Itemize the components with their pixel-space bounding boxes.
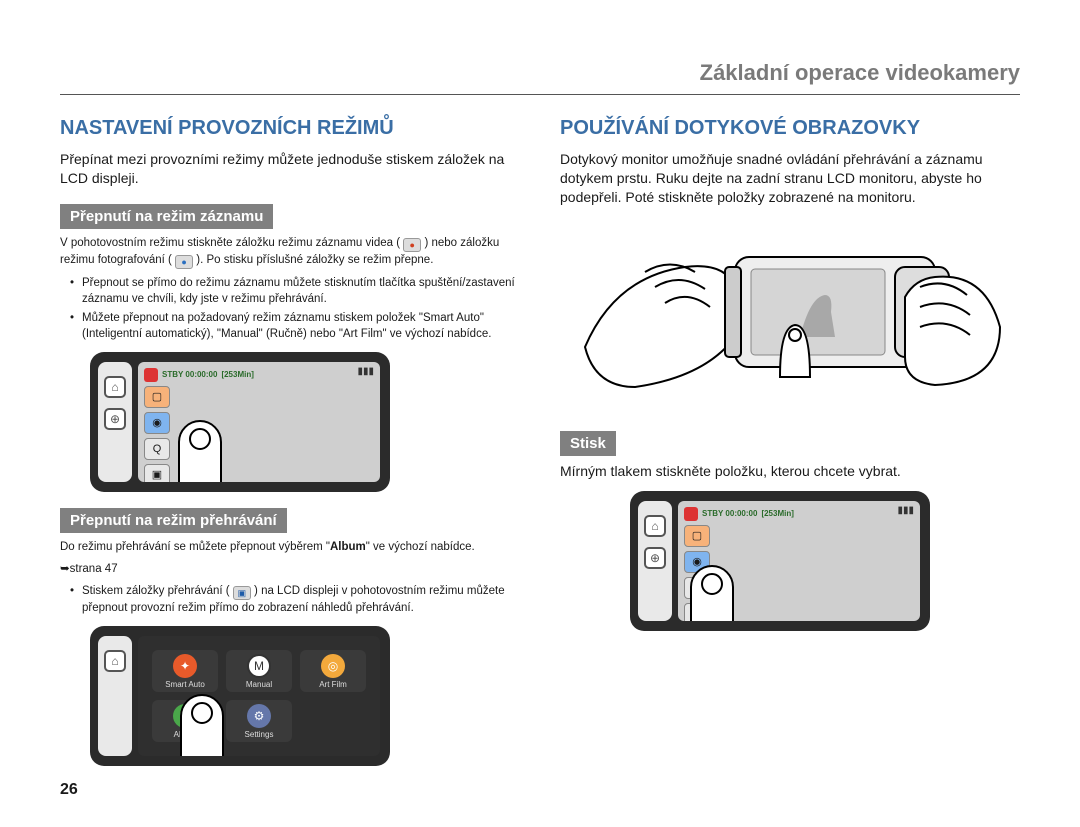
hands-holding-camcorder-illustration xyxy=(575,217,1005,407)
device-side-panel: ⌂ ⊕ xyxy=(638,501,672,621)
home-icon: ⌂ xyxy=(644,515,666,537)
page-number: 26 xyxy=(60,781,78,799)
battery-icon: ▮▮▮ xyxy=(897,505,914,516)
settings-icon: ⚙ xyxy=(247,704,271,728)
lcd-device-menu-illustration: ⌂ ✦ Smart Auto M Manual ◎ xyxy=(90,626,390,766)
page-root: Základní operace videokamery NASTAVENÍ P… xyxy=(0,0,1080,806)
text-fragment: V pohotovostním režimu stiskněte záložku… xyxy=(60,237,400,249)
record-indicator-icon xyxy=(684,507,698,521)
list-item: Stiskem záložky přehrávání ( ▣ ) na LCD … xyxy=(70,583,520,616)
zoom-icon: ⊕ xyxy=(104,408,126,430)
home-icon: ⌂ xyxy=(104,376,126,398)
video-record-tab-icon: ● xyxy=(403,238,421,252)
photo-tab-icon: ● xyxy=(175,255,193,269)
smart-auto-icon: ✦ xyxy=(173,654,197,678)
left-column: NASTAVENÍ PROVOZNÍCH REŽIMŮ Přepínat mez… xyxy=(60,117,520,776)
finger-pointer-icon xyxy=(180,694,224,756)
touch-text: Mírným tlakem stiskněte položku, kterou … xyxy=(560,462,1020,481)
playback-tab-icon: ▣ xyxy=(233,586,251,600)
remain-label: [253Min] xyxy=(761,509,793,518)
menu-item-smart-auto: ✦ Smart Auto xyxy=(152,650,218,692)
menu-item-settings: ⚙ Settings xyxy=(226,700,292,742)
text-fragment: Stiskem záložky přehrávání ( xyxy=(82,585,230,597)
subheading-playback-mode: Přepnutí na režim přehrávání xyxy=(60,508,287,533)
record-indicator-icon xyxy=(144,368,158,382)
art-film-icon: ◎ xyxy=(321,654,345,678)
page-header-title: Základní operace videokamery xyxy=(700,60,1020,85)
record-mode-bullets: Přepnout se přímo do režimu záznamu může… xyxy=(60,275,520,341)
battery-icon: ▮▮▮ xyxy=(357,366,374,377)
right-intro: Dotykový monitor umožňuje snadné ovládán… xyxy=(560,150,1020,207)
record-mode-lead: V pohotovostním režimu stiskněte záložku… xyxy=(60,235,520,270)
status-bar: STBY 00:00:00 [253Min] xyxy=(144,366,374,384)
text-fragment: ). Po stisku příslušné záložky se režim … xyxy=(196,254,433,266)
lcd-device-touch-illustration: ⌂ ⊕ STBY 00:00:00 [253Min] ▮▮▮ ▢ ◉ Q ▣ xyxy=(630,491,930,631)
device-side-panel: ⌂ xyxy=(98,636,132,756)
stby-label: STBY 00:00:00 xyxy=(162,370,217,379)
left-intro: Přepínat mezi provozními režimy můžete j… xyxy=(60,150,520,188)
photo-tab-icon: ◉ xyxy=(144,412,170,434)
status-bar: STBY 00:00:00 [253Min] xyxy=(684,505,914,523)
list-item: Přepnout se přímo do režimu záznamu může… xyxy=(70,275,520,307)
playback-bullets: Stiskem záložky přehrávání ( ▣ ) na LCD … xyxy=(60,583,520,616)
lcd-device-record-illustration: ⌂ ⊕ STBY 00:00:00 [253Min] ▮▮▮ ▢ ◉ Q ▣ xyxy=(90,352,390,492)
menu-label: Smart Auto xyxy=(165,680,205,689)
video-record-tab-icon: ▢ xyxy=(144,386,170,408)
device-side-panel: ⌂ ⊕ xyxy=(98,362,132,482)
device-screen: STBY 00:00:00 [253Min] ▮▮▮ ▢ ◉ Q ▣ xyxy=(678,501,920,621)
menu-label: Art Film xyxy=(319,680,347,689)
subheading-record-mode: Přepnutí na režim záznamu xyxy=(60,204,273,229)
zoom-icon: ⊕ xyxy=(644,547,666,569)
playback-lead: Do režimu přehrávání se můžete přepnout … xyxy=(60,539,520,555)
playback-tab-icon: ▣ xyxy=(144,464,170,482)
right-title: POUŽÍVÁNÍ DOTYKOVÉ OBRAZOVKY xyxy=(560,117,1020,140)
subheading-touch: Stisk xyxy=(560,431,616,456)
screen-tabs: ▢ ◉ Q ▣ xyxy=(144,386,172,482)
manual-icon: M xyxy=(247,654,271,678)
video-record-tab-icon: ▢ xyxy=(684,525,710,547)
left-title: NASTAVENÍ PROVOZNÍCH REŽIMŮ xyxy=(60,117,520,140)
finger-pointer-icon xyxy=(178,420,222,482)
two-column-layout: NASTAVENÍ PROVOZNÍCH REŽIMŮ Přepínat mez… xyxy=(60,117,1020,776)
finger-pointer-icon xyxy=(690,565,734,621)
text-fragment: " ve výchozí nabídce. xyxy=(366,541,475,553)
list-item: Můžete přepnout na požadovaný režim zázn… xyxy=(70,310,520,342)
menu-label: Settings xyxy=(245,730,274,739)
menu-item-art-film: ◎ Art Film xyxy=(300,650,366,692)
home-icon: ⌂ xyxy=(104,650,126,672)
right-column: POUŽÍVÁNÍ DOTYKOVÉ OBRAZOVKY Dotykový mo… xyxy=(560,117,1020,776)
zoom-icon: Q xyxy=(144,438,170,460)
device-screen: ✦ Smart Auto M Manual ◎ Art Film ▶ xyxy=(138,636,380,756)
remain-label: [253Min] xyxy=(221,370,253,379)
menu-label: Manual xyxy=(246,680,272,689)
text-fragment: Do režimu přehrávání se můžete přepnout … xyxy=(60,541,330,553)
text-bold-album: Album xyxy=(330,541,366,553)
page-header: Základní operace videokamery xyxy=(60,60,1020,95)
menu-item-manual: M Manual xyxy=(226,650,292,692)
playback-page-ref: ➥strana 47 xyxy=(60,561,520,577)
stby-label: STBY 00:00:00 xyxy=(702,509,757,518)
hands-svg xyxy=(575,217,1005,407)
device-screen: STBY 00:00:00 [253Min] ▮▮▮ ▢ ◉ Q ▣ xyxy=(138,362,380,482)
